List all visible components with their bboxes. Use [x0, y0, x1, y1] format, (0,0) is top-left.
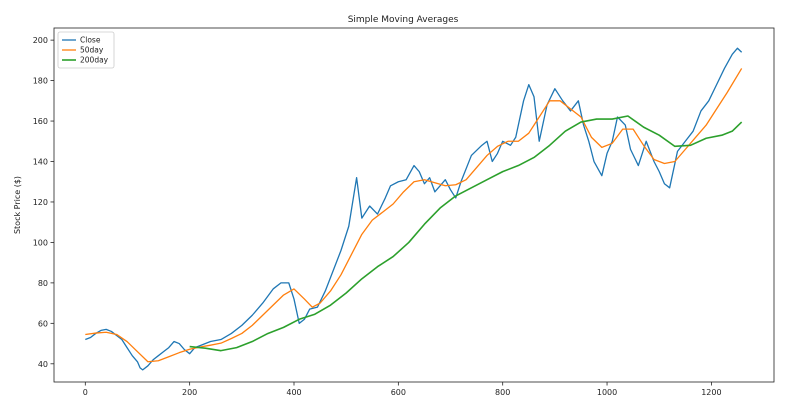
- x-tick-label: 0: [83, 388, 88, 397]
- x-axis-ticks: 0 200 400 600 800 1000 1200: [83, 382, 722, 397]
- x-tick-label: 800: [495, 388, 510, 397]
- y-tick-label: 160: [33, 117, 48, 126]
- x-tick-label: 1200: [701, 388, 721, 397]
- legend-label: 50day: [80, 46, 104, 55]
- legend-label: Close: [80, 36, 101, 45]
- series-lines: [85, 47, 743, 371]
- x-tick-label: 1000: [597, 388, 617, 397]
- series-line-50day: [85, 68, 743, 363]
- x-tick-label: 200: [182, 388, 197, 397]
- series-line-200day: [189, 115, 743, 352]
- y-tick-label: 180: [33, 77, 48, 86]
- y-axis-ticks: 40 60 80 100 120 140 160 180 200: [33, 36, 54, 369]
- x-tick-label: 400: [286, 388, 301, 397]
- y-tick-label: 40: [38, 360, 48, 369]
- y-tick-label: 100: [33, 238, 48, 247]
- plot-frame: [53, 27, 775, 383]
- chart-title: Simple Moving Averages: [348, 15, 459, 25]
- y-tick-label: 80: [38, 279, 48, 288]
- y-axis-label: Stock Price ($): [13, 176, 22, 234]
- x-tick-label: 600: [391, 388, 406, 397]
- legend-label: 200day: [80, 56, 109, 65]
- y-tick-label: 60: [38, 319, 48, 328]
- series-line-close: [85, 47, 743, 371]
- y-tick-label: 120: [33, 198, 48, 207]
- legend-box: [57, 31, 115, 69]
- y-tick-label: 200: [33, 36, 48, 45]
- y-tick-label: 140: [33, 158, 48, 167]
